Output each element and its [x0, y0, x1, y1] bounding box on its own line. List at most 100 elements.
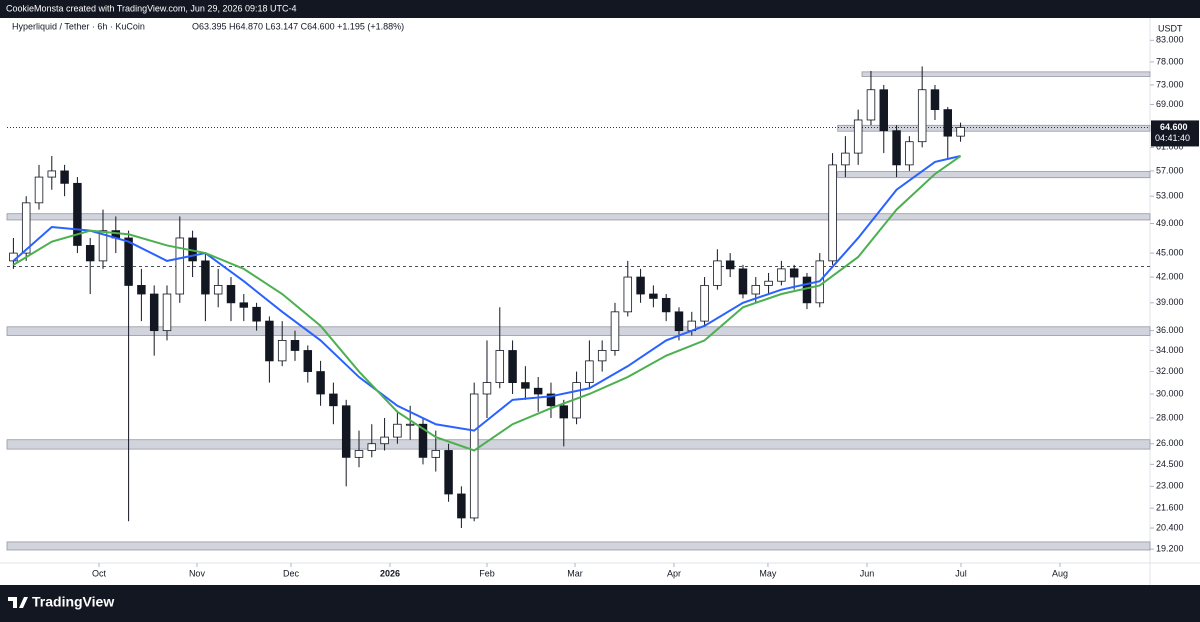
candle-body — [149, 293, 159, 332]
candle-body — [73, 182, 82, 246]
y-tick-label: 36.000 — [1156, 325, 1184, 335]
candle-body — [738, 268, 748, 295]
y-tick-label: 23.000 — [1156, 481, 1184, 491]
candle-body — [636, 276, 645, 295]
candle-body — [393, 423, 402, 438]
y-tick-label: 19.200 — [1156, 543, 1184, 553]
candle-body — [201, 260, 210, 295]
x-tick-label: Oct — [92, 568, 107, 578]
candle-body — [853, 119, 863, 154]
candle-body — [482, 382, 492, 395]
y-tick-label: 78.000 — [1156, 56, 1184, 66]
candle-body — [879, 89, 889, 132]
candle-body — [316, 371, 325, 395]
y-tick-label: 30.000 — [1156, 388, 1184, 398]
x-tick-label: May — [759, 568, 777, 578]
candle-body — [956, 127, 965, 137]
candle-body — [725, 260, 735, 270]
y-tick-label: 73.000 — [1156, 79, 1184, 89]
x-tick-label: Jun — [860, 568, 875, 578]
y-tick-label: 32.000 — [1156, 366, 1184, 376]
candle-body — [905, 141, 914, 166]
candle-body — [47, 170, 57, 178]
candle-body — [431, 450, 441, 458]
y-tick-label: 49.000 — [1156, 218, 1184, 228]
price-label: 64.600 — [1160, 122, 1188, 132]
zone — [837, 171, 1151, 179]
candle-body — [457, 493, 466, 519]
candle-body — [597, 350, 607, 362]
y-tick-label: 57.000 — [1156, 165, 1184, 175]
candle-body — [380, 436, 389, 445]
candle-body — [124, 237, 133, 286]
candle-body — [34, 176, 44, 204]
candle-body — [828, 164, 837, 262]
candle-body — [943, 109, 953, 137]
y-tick-label: 42.000 — [1156, 271, 1184, 281]
zone — [6, 439, 1151, 450]
moving-average — [12, 155, 962, 452]
zone — [837, 124, 1151, 132]
candle-body — [789, 268, 799, 278]
credit: CookieMonsta created with TradingView.co… — [6, 3, 297, 13]
candle-body — [98, 230, 108, 262]
candle-body — [137, 285, 146, 295]
candle-body — [892, 130, 901, 166]
y-tick-label: 69.000 — [1156, 99, 1184, 109]
moving-average — [12, 155, 961, 432]
candle-body — [585, 360, 594, 383]
candle-body — [418, 423, 428, 458]
logo — [8, 597, 28, 608]
zone — [6, 213, 1151, 221]
x-tick-label: Aug — [1052, 568, 1068, 578]
footer-bar — [0, 585, 1200, 622]
symbol: Hyperliquid / Tether · 6h · KuCoin — [12, 21, 145, 31]
zone — [6, 326, 1151, 336]
candle-body — [405, 423, 415, 426]
candle-body — [21, 202, 31, 254]
candle-body — [60, 170, 69, 184]
price-badge — [1151, 120, 1199, 147]
ohlc: O63.395 H64.870 L63.147 C64.600 +1.195 (… — [192, 21, 404, 31]
candle-body — [354, 450, 364, 458]
candle-body — [213, 285, 223, 295]
zone — [6, 541, 1151, 551]
candle-body — [508, 350, 517, 383]
x-tick-label: Apr — [667, 568, 681, 578]
candle-body — [533, 387, 543, 395]
brand: TradingView — [32, 594, 114, 610]
candle-body — [162, 293, 172, 332]
candle-body — [341, 405, 351, 458]
candle-body — [546, 393, 556, 407]
candle-body — [290, 340, 300, 351]
candle-body — [469, 393, 479, 519]
candle-body — [252, 306, 261, 322]
currency: USDT — [1158, 23, 1183, 33]
candle-body — [917, 89, 927, 143]
x-tick-label: Dec — [283, 568, 300, 578]
x-tick-label: Feb — [479, 568, 495, 578]
y-tick-label: 39.000 — [1156, 297, 1184, 307]
candle-body — [559, 405, 569, 419]
candle-body — [700, 285, 709, 322]
candle-body — [751, 285, 761, 295]
header-bar — [0, 0, 1200, 18]
candle-body — [930, 89, 940, 111]
candle-body — [277, 340, 287, 362]
candle-body — [623, 276, 633, 313]
candle-body — [713, 260, 722, 286]
candle-body — [764, 280, 773, 286]
candle-body — [841, 152, 850, 166]
candle-body — [661, 297, 671, 313]
x-tick-label: 2026 — [380, 568, 400, 578]
candle-body — [226, 285, 236, 304]
x-tick-label: Nov — [189, 568, 206, 578]
y-tick-label: 83.000 — [1156, 35, 1184, 45]
candle-body — [802, 276, 812, 304]
y-tick-label: 45.000 — [1156, 247, 1184, 257]
y-tick-label: 61.000 — [1156, 142, 1184, 152]
candle-body — [777, 268, 786, 282]
candle-body — [674, 311, 684, 332]
y-tick-label: 24.500 — [1156, 459, 1184, 469]
countdown: 04:41:40 — [1155, 133, 1190, 143]
